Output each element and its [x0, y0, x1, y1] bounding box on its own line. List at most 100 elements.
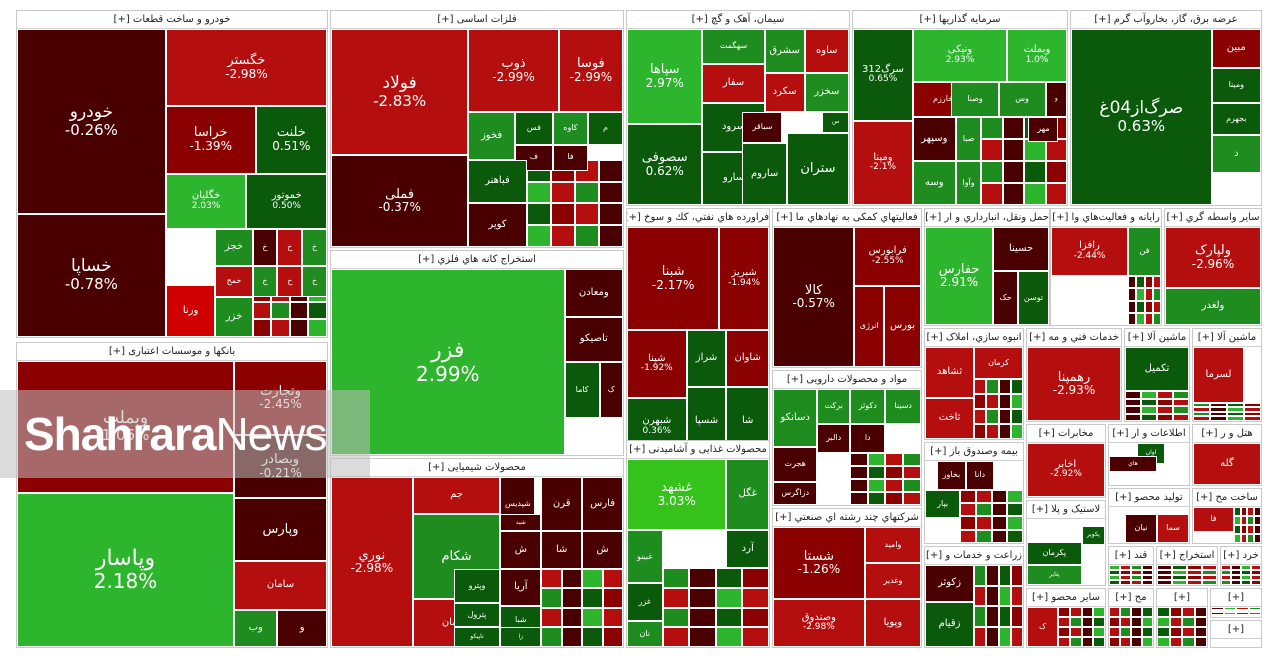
minor-tile[interactable]	[1241, 580, 1251, 585]
minor-tile[interactable]	[1221, 575, 1231, 580]
stock-tile[interactable]: ساوه	[804, 29, 849, 73]
minor-tile[interactable]	[574, 203, 599, 226]
minor-tile[interactable]	[1241, 570, 1251, 575]
minor-tile[interactable]	[271, 319, 290, 337]
minor-tile[interactable]	[1251, 580, 1261, 585]
minor-tile[interactable]	[1131, 565, 1142, 570]
stock-tile[interactable]: وب	[234, 609, 278, 647]
minor-tile[interactable]	[1248, 639, 1261, 641]
stock-tile[interactable]: ولپارک -2.96%	[1165, 227, 1261, 288]
minor-tile[interactable]	[1223, 643, 1236, 645]
minor-tile[interactable]	[561, 588, 583, 608]
minor-tile[interactable]	[1093, 637, 1105, 647]
stock-tile[interactable]: ک	[599, 362, 623, 418]
minor-tile[interactable]	[1244, 402, 1261, 408]
minor-tile[interactable]	[1172, 570, 1187, 575]
stock-tile[interactable]: گله	[1193, 443, 1261, 485]
stock-tile[interactable]: م	[587, 111, 623, 145]
stock-tile[interactable]: د	[1211, 134, 1261, 174]
stock-tile[interactable]: ولغدر	[1165, 287, 1261, 325]
stock-tile[interactable]: شبریز -1.94%	[719, 227, 769, 330]
minor-tile[interactable]	[689, 568, 716, 588]
minor-tile[interactable]	[1128, 288, 1137, 301]
minor-tile[interactable]	[1236, 607, 1249, 610]
minor-tile[interactable]	[308, 319, 327, 337]
stock-tile[interactable]: شستا -1.26%	[773, 527, 865, 599]
minor-tile[interactable]	[1144, 288, 1153, 301]
minor-tile[interactable]	[1125, 413, 1141, 421]
minor-tile[interactable]	[998, 606, 1011, 627]
stock-tile[interactable]: شراز	[686, 329, 727, 387]
minor-tile[interactable]	[1248, 614, 1261, 617]
stock-tile[interactable]: فولاد -2.83%	[331, 29, 469, 156]
minor-tile[interactable]	[1002, 117, 1025, 139]
minor-tile[interactable]	[1223, 607, 1236, 610]
minor-tile[interactable]	[1125, 398, 1141, 407]
stock-tile[interactable]: تاصیکو	[564, 317, 623, 362]
minor-tile[interactable]	[867, 491, 886, 505]
minor-tile[interactable]	[662, 627, 690, 647]
stock-tile[interactable]: خجز	[215, 229, 253, 267]
sector-title[interactable]: سرمایه گذاریها [+]	[853, 11, 1067, 29]
stock-tile[interactable]: حسینا	[993, 227, 1049, 272]
minor-tile[interactable]	[1010, 626, 1023, 647]
minor-tile[interactable]	[1157, 406, 1173, 414]
minor-tile[interactable]	[1142, 570, 1153, 575]
stock-tile[interactable]: نیان	[1125, 514, 1157, 543]
stock-tile[interactable]: تکمیل	[1125, 347, 1189, 392]
minor-tile[interactable]	[1058, 607, 1070, 617]
stock-tile[interactable]: زا	[500, 626, 542, 647]
minor-tile[interactable]	[1193, 411, 1210, 417]
stock-tile[interactable]: شا	[541, 531, 583, 569]
stock-tile[interactable]: فا	[552, 144, 588, 171]
sector-title[interactable]: استخراج [+]	[1157, 547, 1217, 565]
minor-tile[interactable]	[1210, 407, 1227, 412]
sector-title[interactable]: محصولات غذایی و آشامیدنی [+]	[627, 441, 769, 459]
minor-tile[interactable]	[550, 225, 575, 247]
stock-tile[interactable]: ومینا	[1211, 67, 1261, 103]
minor-tile[interactable]	[1157, 398, 1173, 407]
stock-tile[interactable]: نوري -2.98%	[331, 477, 413, 647]
minor-tile[interactable]	[981, 139, 1003, 161]
stock-tile[interactable]: سما	[1157, 514, 1189, 543]
minor-tile[interactable]	[1144, 312, 1153, 325]
minor-tile[interactable]	[1182, 607, 1195, 617]
minor-tile[interactable]	[1211, 641, 1224, 643]
minor-tile[interactable]	[998, 409, 1011, 425]
stock-tile[interactable]: جم	[412, 477, 501, 515]
stock-tile[interactable]: ک	[1027, 607, 1059, 647]
minor-tile[interactable]	[1131, 575, 1142, 580]
minor-tile[interactable]	[998, 394, 1011, 410]
sector-title[interactable]: فلزات اساسی [+]	[331, 11, 623, 29]
stock-tile[interactable]: سفار	[702, 64, 765, 103]
minor-tile[interactable]	[689, 587, 716, 608]
minor-tile[interactable]	[1142, 627, 1153, 637]
minor-tile[interactable]	[975, 503, 992, 517]
sector-title[interactable]: لاستیک و پلا [+]	[1027, 501, 1105, 519]
stock-tile[interactable]: ثشاهد	[925, 347, 974, 398]
stock-tile[interactable]: وصندوق -2.98%	[773, 599, 865, 647]
stock-tile[interactable]: خگلیان 2.03%	[165, 173, 247, 230]
sector-title[interactable]: ساخت مح [+]	[1193, 489, 1261, 507]
minor-tile[interactable]	[1202, 570, 1217, 575]
minor-tile[interactable]	[903, 465, 921, 479]
stock-tile[interactable]: ش	[582, 531, 623, 569]
minor-tile[interactable]	[1202, 565, 1217, 570]
minor-tile[interactable]	[1231, 575, 1241, 580]
minor-tile[interactable]	[561, 627, 583, 647]
sector-title[interactable]: رایانه و فعالیت‌هاي وا [+]	[1051, 209, 1161, 227]
minor-tile[interactable]	[1109, 580, 1120, 585]
minor-tile[interactable]	[1045, 161, 1067, 183]
minor-tile[interactable]	[960, 529, 976, 543]
minor-tile[interactable]	[1007, 489, 1023, 503]
minor-tile[interactable]	[1240, 507, 1248, 516]
sector-title[interactable]: مواد و محصولات دارویی [+]	[773, 371, 921, 389]
stock-tile[interactable]: ذوب -2.99%	[468, 29, 559, 112]
sector-title[interactable]: انبوه سازي، املاک [+]	[925, 329, 1023, 347]
stock-tile[interactable]: سکرد	[764, 73, 805, 112]
minor-tile[interactable]	[662, 607, 690, 628]
stock-tile[interactable]: پکرمان	[1027, 542, 1082, 566]
minor-tile[interactable]	[1142, 617, 1153, 627]
minor-tile[interactable]	[1251, 570, 1261, 575]
stock-tile[interactable]: ونیکی 2.93%	[912, 29, 1008, 82]
